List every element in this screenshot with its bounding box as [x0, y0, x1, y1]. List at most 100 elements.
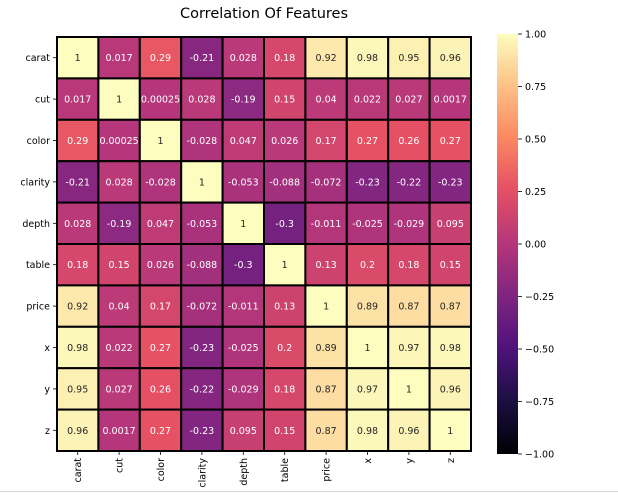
y-axis: carat cut color clarity depth table price x y z [20, 53, 57, 437]
x-tick-label: price [322, 458, 333, 482]
cell-value-label: 0.13 [274, 302, 295, 313]
cell-value-label: 0.027 [395, 95, 422, 106]
cell-value-label: 0.028 [230, 53, 257, 64]
cell-value-label: -0.22 [190, 384, 215, 395]
cell-value-label: 0.2 [277, 343, 292, 354]
cell-value-label: -0.088 [187, 260, 218, 271]
cell-value-label: 0.87 [316, 384, 337, 395]
heatmap-cell [263, 284, 307, 328]
cell-value-label: -0.19 [107, 219, 132, 230]
cell-value-label: -0.053 [187, 219, 218, 230]
heatmap-cell [263, 160, 307, 204]
x-tick-label: z [446, 458, 457, 463]
heatmap-cell [138, 325, 183, 370]
cell-value-label: 0.095 [230, 426, 257, 437]
heatmap-cells [56, 36, 473, 453]
heatmap-cell [387, 325, 431, 370]
cell-value-label: -0.029 [394, 219, 425, 230]
cell-value-label: 0.18 [274, 53, 295, 64]
cell-value-label: 0.15 [109, 260, 130, 271]
x-tick-label: cut [115, 458, 126, 473]
cell-value-label: -0.19 [231, 95, 256, 106]
cell-value-label: 0.00025 [141, 95, 180, 106]
x-tick-label: y [404, 458, 415, 464]
cell-value-label: 1 [282, 260, 288, 271]
cell-value-label: 0.27 [357, 136, 378, 147]
cell-value-label: 0.29 [67, 136, 88, 147]
chart-title: Correlation Of Features [180, 6, 348, 22]
cell-value-label: 0.15 [274, 426, 295, 437]
cell-value-label: -0.011 [311, 219, 342, 230]
y-tick-label: cut [35, 95, 50, 106]
heatmap-cell [304, 284, 348, 328]
colorbar-tick-label: 0.50 [525, 135, 546, 146]
heatmap-cell [97, 367, 141, 411]
cell-value-label: -0.028 [187, 136, 218, 147]
cell-value-label: 1 [323, 302, 329, 313]
cell-value-label: 0.15 [274, 95, 295, 106]
cell-value-label: 0.022 [354, 95, 381, 106]
cell-value-label: 1 [199, 177, 205, 188]
cell-value-label: 0.028 [188, 95, 215, 106]
heatmap-cell [56, 284, 100, 328]
heatmap-cell [263, 201, 307, 246]
cell-value-label: 0.87 [398, 302, 419, 313]
x-axis: carat cut color clarity depth table price x y z [73, 451, 457, 488]
divider [0, 491, 618, 492]
cell-value-label: -0.21 [190, 53, 215, 64]
cell-value-label: 0.95 [398, 53, 419, 64]
colorbar-tick-label: 0.25 [525, 187, 546, 198]
cell-value-label: -0.025 [228, 343, 259, 354]
cell-value-label: -0.23 [190, 426, 215, 437]
y-tick-label: y [44, 384, 50, 395]
cell-value-label: -0.053 [228, 177, 259, 188]
cell-value-label: -0.011 [228, 302, 259, 313]
colorbar-tick-label: −1.00 [525, 450, 554, 461]
heatmap-cell [221, 367, 266, 411]
heatmap-cell [180, 284, 224, 328]
heatmap-cell [387, 77, 431, 121]
cell-value-label: 0.028 [105, 177, 132, 188]
y-tick-label: clarity [20, 177, 50, 188]
heatmap-cell [345, 367, 390, 411]
cell-value-label: 0.29 [150, 53, 171, 64]
cell-value-label: 0.96 [440, 384, 461, 395]
cell-value-label: -0.22 [397, 177, 422, 188]
cell-value-label: -0.23 [355, 177, 380, 188]
cell-value-label: 0.89 [357, 302, 378, 313]
cell-value-label: -0.21 [65, 177, 90, 188]
cell-value-label: -0.029 [228, 384, 259, 395]
colorbar-tick-label: 0.75 [525, 82, 546, 93]
heatmap-cell [345, 325, 390, 370]
heatmap-cell [304, 160, 348, 204]
heatmap-cell [387, 284, 431, 328]
cell-value-label: 0.00025 [99, 136, 138, 147]
x-tick-label: depth [239, 458, 250, 486]
heatmap-annotations: 1 0.017 0.29 -0.21 0.028 0.18 0.92 0.98 0.95 0.96… [64, 53, 467, 437]
cell-value-label: 0.017 [105, 53, 132, 64]
heatmap-cell [428, 77, 473, 121]
cell-value-label: 0.87 [440, 302, 461, 313]
cell-value-label: 1 [75, 53, 81, 64]
cell-value-label: 0.98 [357, 426, 378, 437]
heatmap-cell [97, 325, 141, 370]
cell-value-label: 0.87 [316, 426, 337, 437]
y-tick-label: z [45, 426, 50, 437]
heatmap-cell [221, 243, 266, 287]
cell-value-label: 0.26 [150, 384, 171, 395]
cell-value-label: 0.047 [147, 219, 174, 230]
colorbar-tick-label: −0.25 [525, 292, 554, 303]
cell-value-label: 0.18 [274, 384, 295, 395]
cell-value-label: 0.26 [398, 136, 419, 147]
heatmap-cell [263, 408, 307, 453]
cell-value-label: -0.072 [187, 302, 218, 313]
y-tick-label: depth [22, 219, 50, 230]
heatmap-cell [345, 284, 390, 328]
cell-value-label: 0.15 [440, 260, 461, 271]
cell-value-label: 0.027 [105, 384, 132, 395]
colorbar: 1.00 0.75 0.50 0.25 0.00 −0.25 −0.50 −0.75 −1.00 [497, 30, 554, 461]
cell-value-label: -0.3 [234, 260, 253, 271]
cell-value-label: 0.0017 [434, 95, 467, 106]
cell-value-label: 0.18 [398, 260, 419, 271]
